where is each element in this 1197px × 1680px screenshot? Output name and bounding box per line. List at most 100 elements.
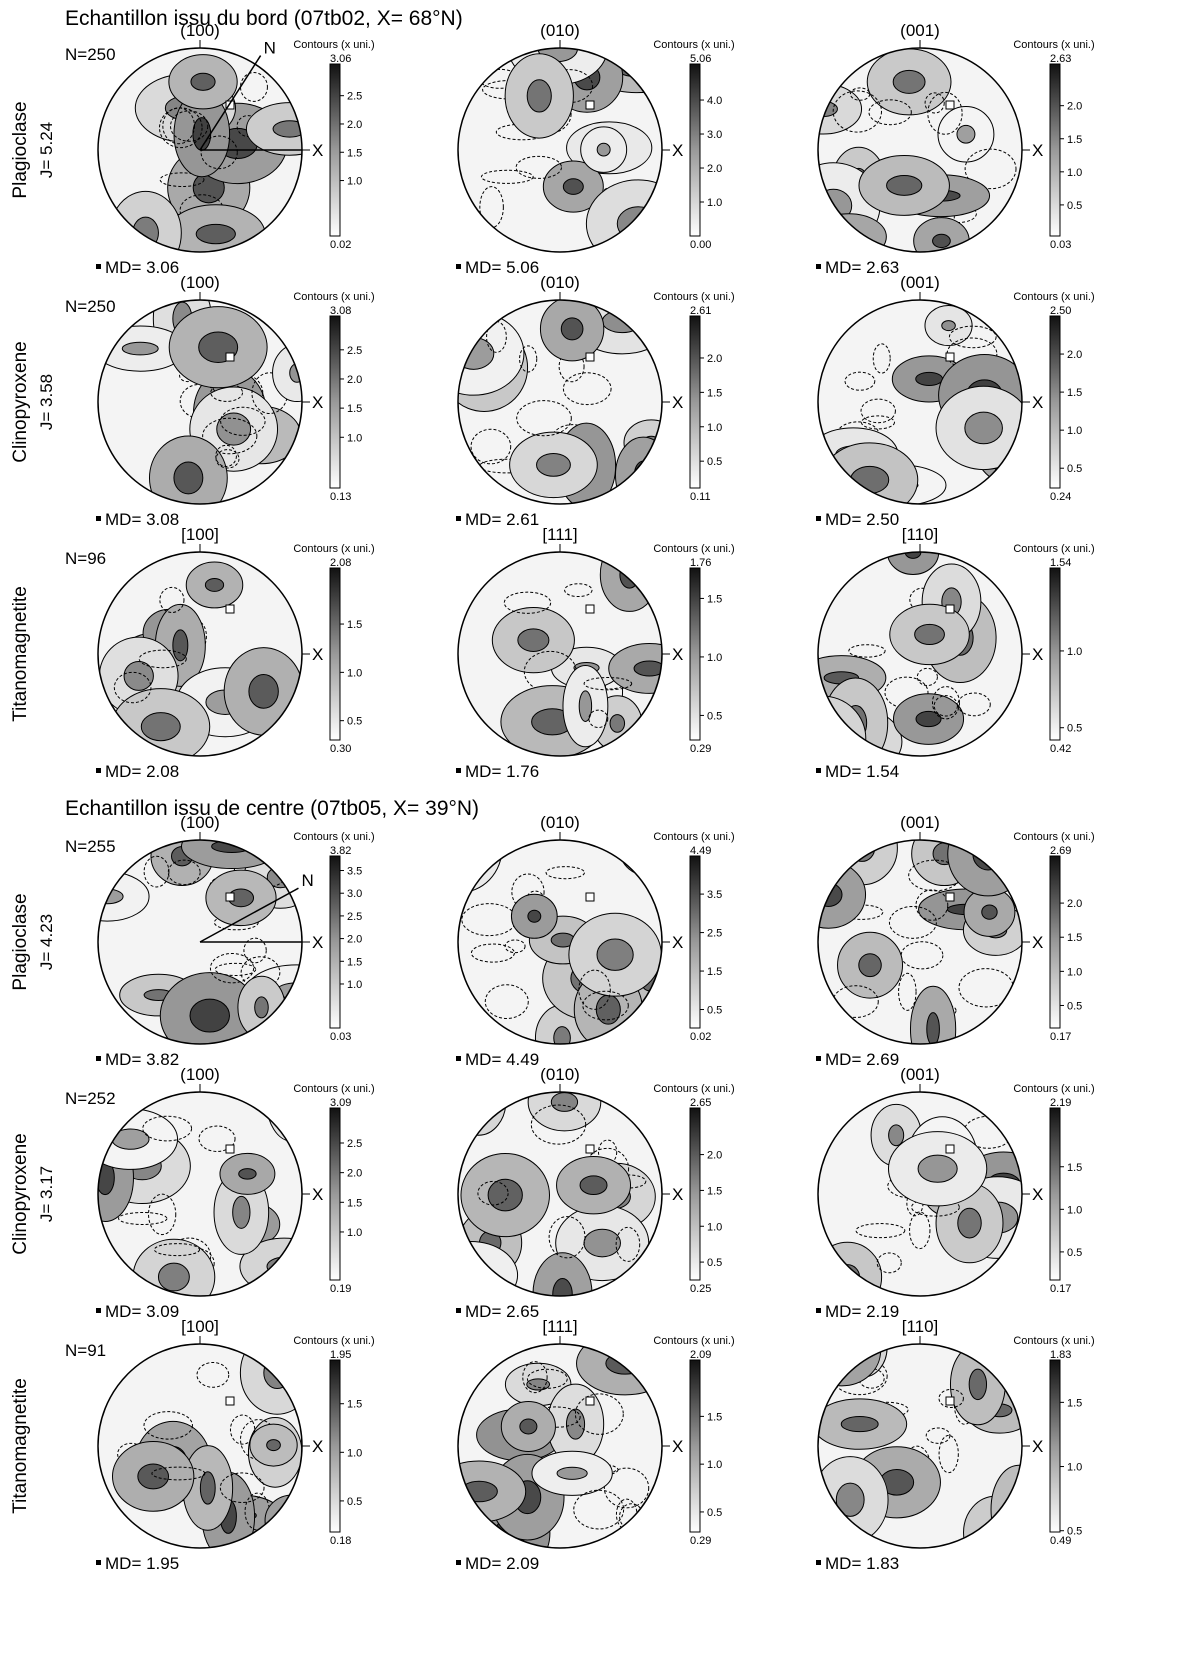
dashed-contour: [909, 1211, 931, 1250]
colorbar-tick-label: 1.0: [1067, 1462, 1082, 1474]
colorbar-tick-label: 2.0: [1067, 101, 1082, 113]
md-marker: [96, 1308, 101, 1313]
pole-label: [110]: [902, 1317, 939, 1336]
dashed-contour: [860, 398, 896, 424]
x-label: X: [1032, 1437, 1043, 1456]
density-core: [266, 1439, 281, 1452]
colorbar-min: 0.19: [330, 1283, 351, 1295]
density-core: [204, 577, 225, 592]
colorbar-min: 0.25: [690, 1283, 711, 1295]
dashed-contour: [200, 135, 238, 170]
density-blob: [458, 1240, 519, 1296]
density-core: [917, 1154, 958, 1183]
pole-figure: [111] X Contours (x uni.) 1.76 0.29 1.5 1.0 0.5…: [456, 525, 735, 781]
pole-label: [100]: [181, 525, 219, 544]
dashed-contour: [898, 972, 917, 1011]
dashed-contour: [159, 586, 185, 614]
max-marker: [585, 892, 595, 902]
dashed-contour: [582, 990, 629, 1021]
density-core: [289, 363, 302, 383]
pole-figure: (100) X Contours (x uni.) 3.08 0.13 2.5 2.0 1.5…: [96, 273, 375, 529]
colorbar-max: 1.76: [690, 557, 711, 569]
density-blob: [614, 436, 662, 504]
mineral-label: Plagioclase: [10, 101, 31, 198]
max-marker: [225, 892, 235, 902]
md-marker: [816, 1560, 821, 1565]
colorbar-tick-label: 0.5: [1067, 723, 1082, 735]
density-shading: [98, 561, 302, 756]
density-core: [172, 629, 189, 662]
colorbar-tick-label: 2.0: [1067, 349, 1082, 361]
colorbar-title: Contours (x uni.): [293, 1083, 374, 1095]
md-label: MD= 2.61: [465, 510, 539, 529]
colorbar-tick-label: 1.0: [1067, 425, 1082, 437]
colorbar-tick-label: 0.5: [707, 1005, 722, 1017]
x-label: X: [312, 1185, 323, 1204]
dashed-contour: [931, 1003, 957, 1018]
density-core: [596, 142, 611, 157]
colorbar-title: Contours (x uni.): [293, 1335, 374, 1347]
max-marker: [945, 604, 955, 614]
colorbar-tick-label: 2.0: [347, 374, 362, 386]
colorbar-max: 2.65: [690, 1097, 711, 1109]
colorbar-tick-label: 3.5: [347, 866, 362, 878]
dashed-contour: [484, 984, 529, 1019]
md-label: MD= 2.19: [825, 1302, 899, 1321]
density-shading: [458, 300, 662, 504]
density-blob: [98, 871, 150, 922]
colorbar-tick-label: 0.5: [347, 1496, 362, 1508]
density-core: [556, 1466, 588, 1480]
dashed-contour: [832, 90, 882, 133]
dashed-contour: [214, 962, 257, 976]
dashed-contour: [872, 343, 891, 374]
colorbar-title: Contours (x uni.): [653, 291, 734, 303]
dashed-contour: [933, 695, 958, 717]
colorbar-min: 0.42: [1050, 743, 1071, 755]
density-blob: [98, 210, 130, 252]
colorbar-tick-label: 1.5: [1067, 1397, 1082, 1409]
dashed-contour: [564, 583, 593, 598]
dashed-contour: [888, 905, 937, 939]
x-label: X: [312, 645, 323, 664]
dashed-contour: [860, 415, 895, 430]
pole-label: (001): [900, 21, 940, 40]
density-core: [283, 1512, 302, 1529]
colorbar-tick-label: 2.0: [1067, 898, 1082, 910]
dashed-contour: [615, 1226, 641, 1262]
dashed-contour: [844, 371, 876, 391]
dashed-contour: [113, 671, 152, 704]
dashed-contour: [884, 676, 929, 709]
n-count: N=255: [65, 837, 116, 856]
dashed-contour: [831, 1356, 888, 1396]
density-core: [560, 317, 584, 341]
colorbar-min: 0.30: [330, 743, 351, 755]
colorbar-tick-label: 1.0: [347, 432, 362, 444]
dashed-contour: [148, 1193, 177, 1236]
north-label: N: [264, 39, 276, 58]
colorbar-tick-label: 0.5: [1067, 463, 1082, 475]
md-marker: [816, 264, 821, 269]
density-core: [855, 1344, 871, 1358]
colorbar-max: 2.61: [690, 305, 711, 317]
density-shading: [458, 1092, 656, 1296]
density-core: [956, 124, 976, 144]
n-count: N=250: [65, 297, 116, 316]
colorbar-tick-label: 0.5: [1067, 1000, 1082, 1012]
density-core: [277, 300, 295, 311]
pole-figure: (001) X Contours (x uni.) 2.50 0.24 2.0 1.5 1.0…: [816, 273, 1095, 529]
pole-label: (010): [540, 813, 580, 832]
density-core: [886, 174, 923, 196]
dashed-contour: [948, 325, 997, 349]
colorbar: [689, 1359, 701, 1533]
density-core: [552, 1278, 573, 1296]
dashed-contour: [196, 1362, 230, 1388]
density-core: [964, 411, 1003, 445]
density-core: [941, 320, 956, 332]
colorbar-tick-label: 4.0: [707, 95, 722, 107]
x-label: X: [672, 1185, 683, 1204]
colorbar-min: 0.24: [1050, 491, 1071, 503]
dashed-contour: [215, 449, 240, 469]
colorbar-tick-label: 1.0: [707, 197, 722, 209]
north-direction: [199, 887, 299, 943]
md-label: MD= 2.65: [465, 1302, 539, 1321]
